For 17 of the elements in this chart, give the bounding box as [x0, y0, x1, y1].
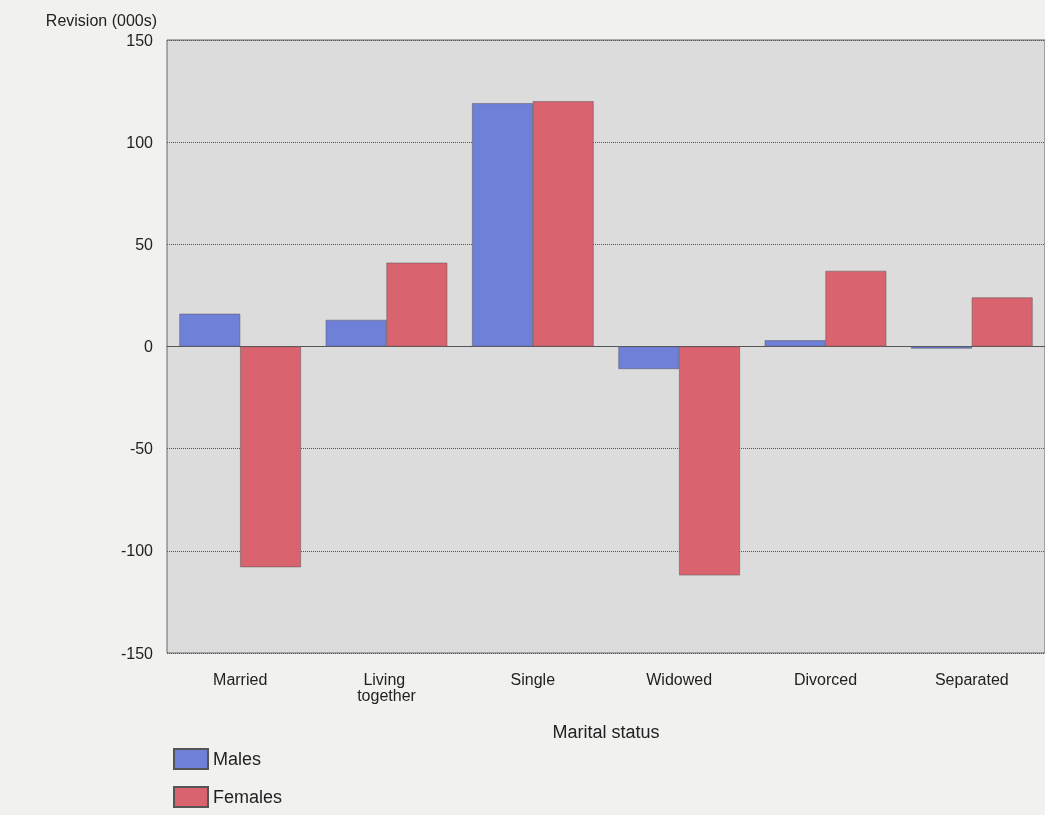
- legend-label: Males: [213, 749, 262, 769]
- y-tick-label: 0: [144, 338, 154, 355]
- x-tick-label: Divorced: [793, 670, 858, 688]
- y-tick-label: 100: [126, 133, 154, 151]
- x-tick-label: Married: [213, 670, 268, 688]
- y-tick-label: -150: [120, 644, 154, 662]
- y-axis-title: Revision (000s): [45, 11, 157, 29]
- x-tick-label: Separated: [934, 670, 1009, 688]
- legend-label: Females: [213, 787, 283, 807]
- x-axis-title: Marital status: [552, 722, 660, 742]
- y-tick-label: -50: [129, 440, 154, 458]
- y-tick-label: 50: [135, 235, 154, 253]
- y-tick-label: 150: [126, 31, 154, 49]
- y-tick-label: -100: [120, 542, 154, 560]
- x-tick-label: Single: [510, 670, 556, 688]
- x-tick-label: Widowed: [646, 670, 713, 688]
- x-tick-label: Living together: [357, 670, 417, 704]
